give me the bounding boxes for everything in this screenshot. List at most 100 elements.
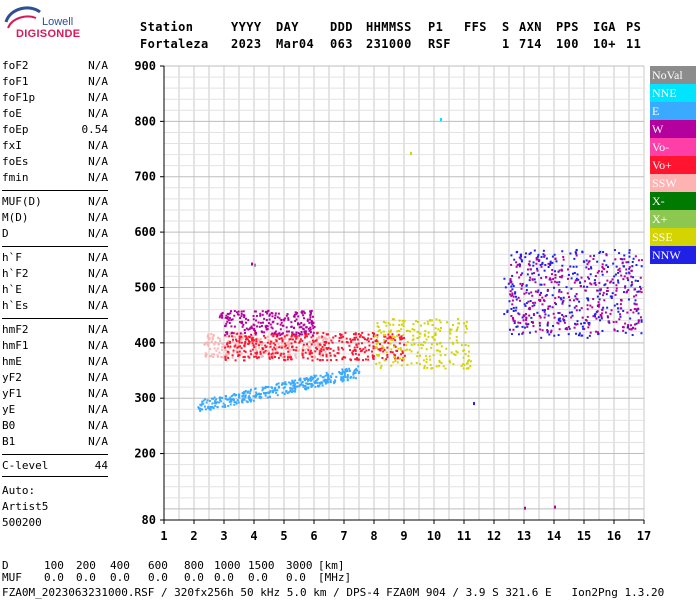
param-value: N/A xyxy=(88,75,108,88)
echo-point xyxy=(298,334,301,337)
echo-point xyxy=(333,380,336,383)
echo-point xyxy=(233,314,236,317)
echo-point xyxy=(515,251,518,254)
echo-point xyxy=(248,399,251,402)
echo-point xyxy=(400,364,403,367)
echo-point xyxy=(574,323,577,326)
echo-point xyxy=(398,336,401,339)
echo-point xyxy=(252,344,255,347)
echo-point xyxy=(570,287,573,290)
echo-point xyxy=(510,254,513,257)
echo-point xyxy=(217,343,220,346)
echo-point xyxy=(288,381,291,384)
echo-point xyxy=(235,402,238,405)
echo-point xyxy=(247,355,250,358)
echo-point xyxy=(264,392,267,395)
echo-point xyxy=(514,309,517,312)
echo-point xyxy=(371,332,374,335)
echo-point xyxy=(410,343,413,346)
echo-point xyxy=(219,339,222,342)
echo-point xyxy=(565,286,568,289)
echo-point xyxy=(220,400,223,403)
echo-point xyxy=(227,313,230,316)
echo-point xyxy=(560,268,563,271)
echo-point xyxy=(635,303,638,306)
echo-point xyxy=(218,401,221,404)
echo-point xyxy=(272,391,275,394)
echo-point xyxy=(225,331,228,334)
echo-point xyxy=(230,332,233,335)
echo-point xyxy=(574,295,577,298)
echo-point xyxy=(575,252,578,255)
echo-point xyxy=(511,299,514,302)
echo-point xyxy=(254,348,257,351)
echo-point xyxy=(244,338,247,341)
param-value: N/A xyxy=(88,251,108,264)
echo-point xyxy=(426,320,429,323)
echo-point xyxy=(265,346,268,349)
echo-point xyxy=(314,379,317,382)
echo-point xyxy=(304,334,307,337)
echo-point xyxy=(244,341,247,344)
echo-point xyxy=(625,268,628,271)
echo-point xyxy=(323,336,326,339)
echo-point xyxy=(260,344,263,347)
echo-point xyxy=(588,277,591,280)
echo-point xyxy=(513,320,516,323)
header-value-day: Mar04 xyxy=(276,37,315,51)
echo-point xyxy=(387,333,390,336)
echo-point xyxy=(294,320,297,323)
echo-point xyxy=(551,261,554,264)
echo-point xyxy=(248,340,251,343)
echo-point xyxy=(252,315,255,318)
echo-point xyxy=(328,352,331,355)
echo-point xyxy=(259,341,262,344)
echo-point xyxy=(510,307,513,310)
echo-point xyxy=(429,358,432,361)
echo-point xyxy=(311,359,314,362)
echo-point xyxy=(632,311,635,314)
echo-point xyxy=(602,251,605,254)
echo-point xyxy=(268,314,271,317)
echo-point xyxy=(412,334,415,337)
echo-point xyxy=(537,253,540,256)
echo-point xyxy=(408,348,411,351)
echo-point xyxy=(603,259,606,262)
echo-point xyxy=(259,352,262,355)
muf-cell: 0.0 xyxy=(110,571,130,584)
echo-point xyxy=(289,382,292,385)
echo-point xyxy=(310,355,313,358)
echo-point xyxy=(525,284,528,287)
echo-point xyxy=(346,376,349,379)
echo-point xyxy=(258,338,261,341)
echo-point xyxy=(225,314,228,317)
echo-point xyxy=(323,378,326,381)
echo-point xyxy=(521,284,524,287)
echo-point xyxy=(224,355,227,358)
echo-point xyxy=(298,333,301,336)
echo-point xyxy=(548,333,551,336)
echo-point xyxy=(316,345,319,348)
y-tick-label: 700 xyxy=(134,170,156,184)
echo-point xyxy=(288,350,291,353)
echo-point xyxy=(322,338,325,341)
param-value: N/A xyxy=(88,435,108,448)
echo-point xyxy=(531,305,534,308)
echo-point xyxy=(271,354,274,357)
echo-point xyxy=(294,354,297,357)
echo-point xyxy=(385,351,388,354)
echo-point xyxy=(259,349,262,352)
echo-point xyxy=(562,299,565,302)
echo-point xyxy=(287,318,290,321)
echo-point xyxy=(327,346,330,349)
echo-point xyxy=(259,338,262,341)
echo-point xyxy=(515,261,518,264)
echo-point xyxy=(398,319,401,322)
echo-point xyxy=(262,351,265,354)
echo-point xyxy=(266,341,269,344)
echo-point xyxy=(207,344,210,347)
echo-point xyxy=(218,337,221,340)
echo-point xyxy=(282,324,285,327)
echo-point xyxy=(356,346,359,349)
echo-point xyxy=(432,337,435,340)
